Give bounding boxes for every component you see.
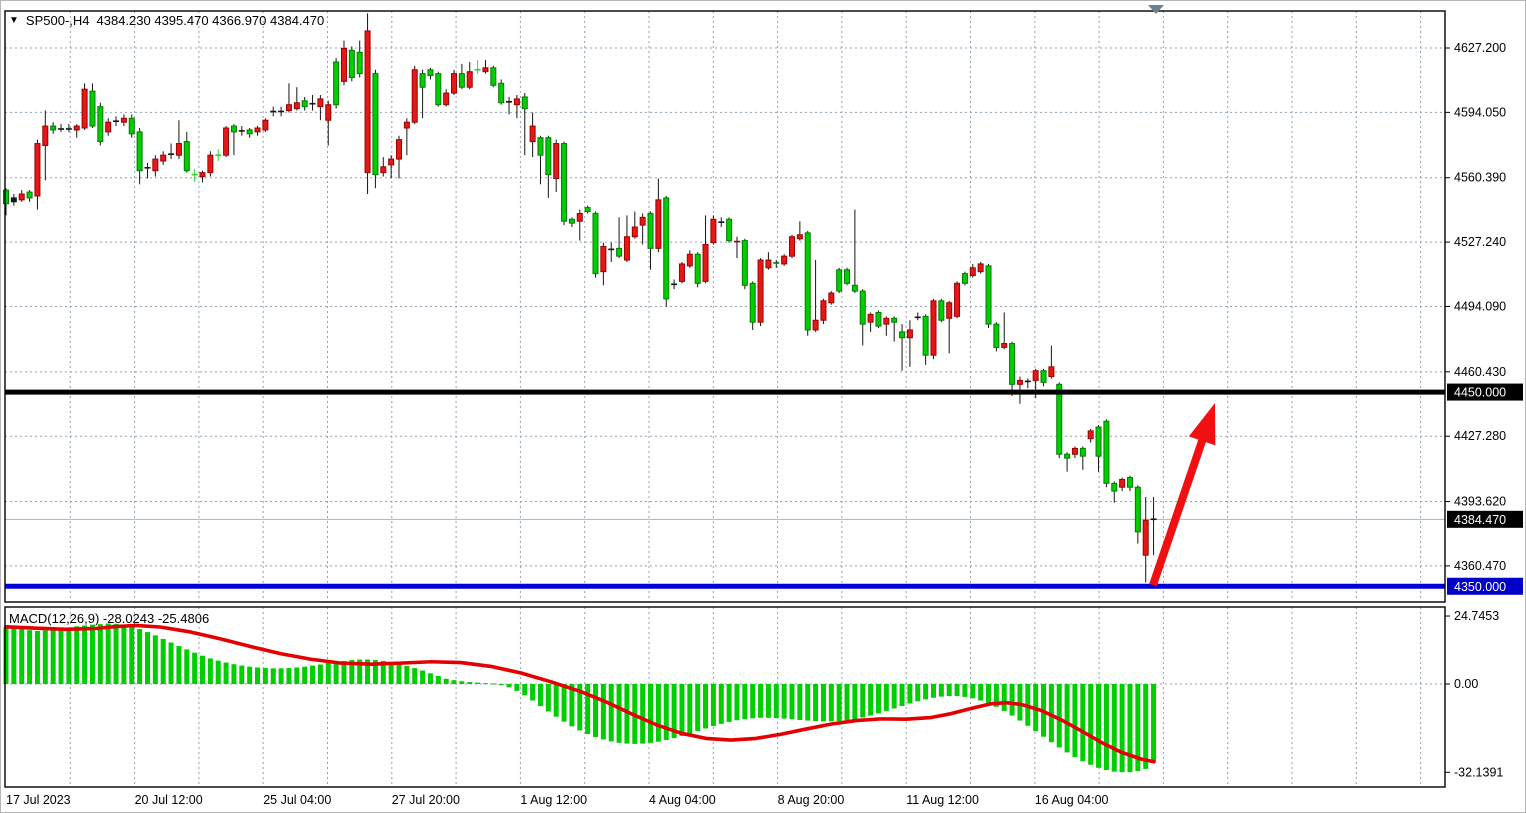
symbol-period-label: SP500-,H4 xyxy=(25,13,90,28)
price-axis-label: 4427.280 xyxy=(1454,429,1506,443)
triangle-down-icon[interactable]: ▼ xyxy=(9,14,19,26)
grid-lines xyxy=(5,11,1445,787)
price-axis-label: 4460.430 xyxy=(1454,365,1506,379)
macd-axis-label: 24.7453 xyxy=(1454,609,1499,623)
trend-arrow[interactable] xyxy=(1149,403,1216,587)
time-axis-label: 1 Aug 12:00 xyxy=(520,793,587,807)
price-tag xyxy=(1447,577,1523,595)
candlestick-series[interactable] xyxy=(3,13,1157,583)
price-axis-label: 4494.090 xyxy=(1454,299,1506,313)
macd-signal-line xyxy=(4,623,1156,764)
time-axis-label: 17 Jul 2023 xyxy=(6,793,71,807)
macd-histogram xyxy=(3,623,1157,773)
price-tag-label: 4450.000 xyxy=(1454,386,1506,400)
price-axis-label: 4393.620 xyxy=(1454,495,1506,509)
price-axis-label: 4594.050 xyxy=(1454,105,1506,119)
price-axis-label: 4627.200 xyxy=(1454,41,1506,55)
chart-header: ▼ SP500-,H4 4384.230 4395.470 4366.970 4… xyxy=(9,13,324,28)
time-axis-label: 16 Aug 04:00 xyxy=(1035,793,1109,807)
price-axis[interactable]: 4627.200 4594.050 4560.390 4527.240 4494.090… xyxy=(1445,41,1523,779)
price-axis-label: 4560.390 xyxy=(1454,171,1506,185)
price-tag xyxy=(1447,383,1523,401)
price-tag-label: 4384.470 xyxy=(1454,513,1506,527)
macd-indicator-label: MACD(12,26,9) -28.0243 -25.4806 xyxy=(9,611,210,626)
time-axis-label: 11 Aug 12:00 xyxy=(906,793,979,807)
macd-frame xyxy=(4,606,1446,788)
time-axis-label: 27 Jul 20:00 xyxy=(392,793,460,807)
time-axis-label: 4 Aug 04:00 xyxy=(649,793,716,807)
price-tag-label: 4350.000 xyxy=(1454,580,1506,594)
time-axis[interactable]: 17 Jul 2023 20 Jul 12:00 25 Jul 04:00 27 Ju… xyxy=(6,793,1109,807)
price-axis-label: 4360.470 xyxy=(1454,559,1506,573)
chart-shift-marker-icon[interactable] xyxy=(1148,5,1164,14)
time-axis-label: 25 Jul 04:00 xyxy=(263,793,331,807)
macd-axis-label: 0.00 xyxy=(1454,677,1478,691)
ohlc-values: 4384.230 4395.470 4366.970 4384.470 xyxy=(96,13,325,28)
time-axis-label: 20 Jul 12:00 xyxy=(135,793,203,807)
macd-axis-label: -32.1391 xyxy=(1454,765,1503,779)
price-tag xyxy=(1447,510,1523,528)
time-axis-label: 8 Aug 20:00 xyxy=(778,793,845,807)
price-axis-label: 4527.240 xyxy=(1454,235,1506,249)
